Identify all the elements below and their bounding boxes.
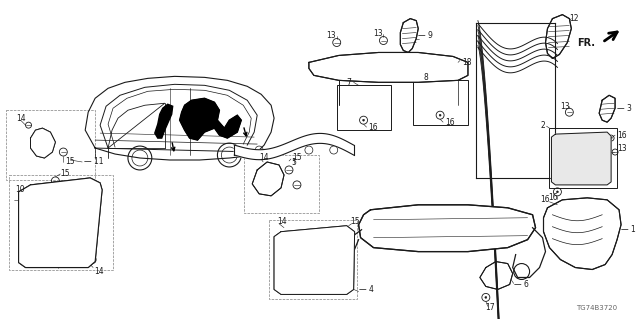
Text: — 6: — 6 xyxy=(514,280,529,289)
Polygon shape xyxy=(180,98,241,140)
Text: 13: 13 xyxy=(617,144,627,153)
Text: FR.: FR. xyxy=(577,37,595,47)
Text: 14: 14 xyxy=(259,153,269,162)
Circle shape xyxy=(439,114,441,116)
FancyBboxPatch shape xyxy=(337,85,392,130)
Text: 16: 16 xyxy=(617,131,627,140)
Text: 15: 15 xyxy=(351,217,360,226)
Text: TG74B3720: TG74B3720 xyxy=(576,305,617,311)
Circle shape xyxy=(596,136,598,138)
Text: 13: 13 xyxy=(561,102,570,111)
Text: 10: 10 xyxy=(15,185,25,194)
Circle shape xyxy=(485,296,487,298)
Text: 14: 14 xyxy=(17,114,26,123)
Text: 12: 12 xyxy=(570,14,579,23)
Text: 15: 15 xyxy=(292,153,301,162)
Polygon shape xyxy=(543,198,621,269)
FancyBboxPatch shape xyxy=(550,128,617,188)
Text: 16: 16 xyxy=(541,195,550,204)
Polygon shape xyxy=(552,132,611,185)
Polygon shape xyxy=(309,52,468,82)
Text: 14: 14 xyxy=(277,217,287,226)
Text: — 9: — 9 xyxy=(419,31,433,40)
Circle shape xyxy=(363,119,365,121)
Text: 13: 13 xyxy=(326,31,335,40)
FancyBboxPatch shape xyxy=(413,80,468,125)
Circle shape xyxy=(570,214,572,216)
Text: 16: 16 xyxy=(369,123,378,132)
Circle shape xyxy=(610,137,612,139)
FancyBboxPatch shape xyxy=(269,220,356,300)
Text: 13: 13 xyxy=(374,29,383,38)
Polygon shape xyxy=(401,19,419,52)
Text: 14: 14 xyxy=(94,267,104,276)
FancyBboxPatch shape xyxy=(244,155,319,213)
Circle shape xyxy=(556,191,559,193)
Polygon shape xyxy=(599,95,615,122)
Text: 18: 18 xyxy=(462,58,472,67)
Polygon shape xyxy=(545,15,572,59)
Text: 2: 2 xyxy=(541,121,545,130)
Polygon shape xyxy=(480,261,513,289)
Circle shape xyxy=(457,68,459,69)
Polygon shape xyxy=(234,133,354,160)
Polygon shape xyxy=(19,178,102,268)
Text: 15: 15 xyxy=(60,169,70,179)
Text: 15: 15 xyxy=(65,157,75,166)
Text: — 1: — 1 xyxy=(621,225,636,234)
Text: 17: 17 xyxy=(485,303,495,312)
Text: 8: 8 xyxy=(423,73,428,82)
Polygon shape xyxy=(274,226,355,294)
Circle shape xyxy=(566,136,568,138)
Text: — 11: — 11 xyxy=(84,157,104,166)
Text: 7: 7 xyxy=(347,78,351,87)
Text: 16: 16 xyxy=(445,118,454,127)
Text: — 4: — 4 xyxy=(358,285,374,294)
Polygon shape xyxy=(358,205,536,252)
Polygon shape xyxy=(252,162,284,196)
Polygon shape xyxy=(155,104,173,138)
Text: 5: 5 xyxy=(292,158,296,167)
Polygon shape xyxy=(31,128,56,158)
Text: 16: 16 xyxy=(548,193,558,202)
Text: — 3: — 3 xyxy=(617,104,632,113)
